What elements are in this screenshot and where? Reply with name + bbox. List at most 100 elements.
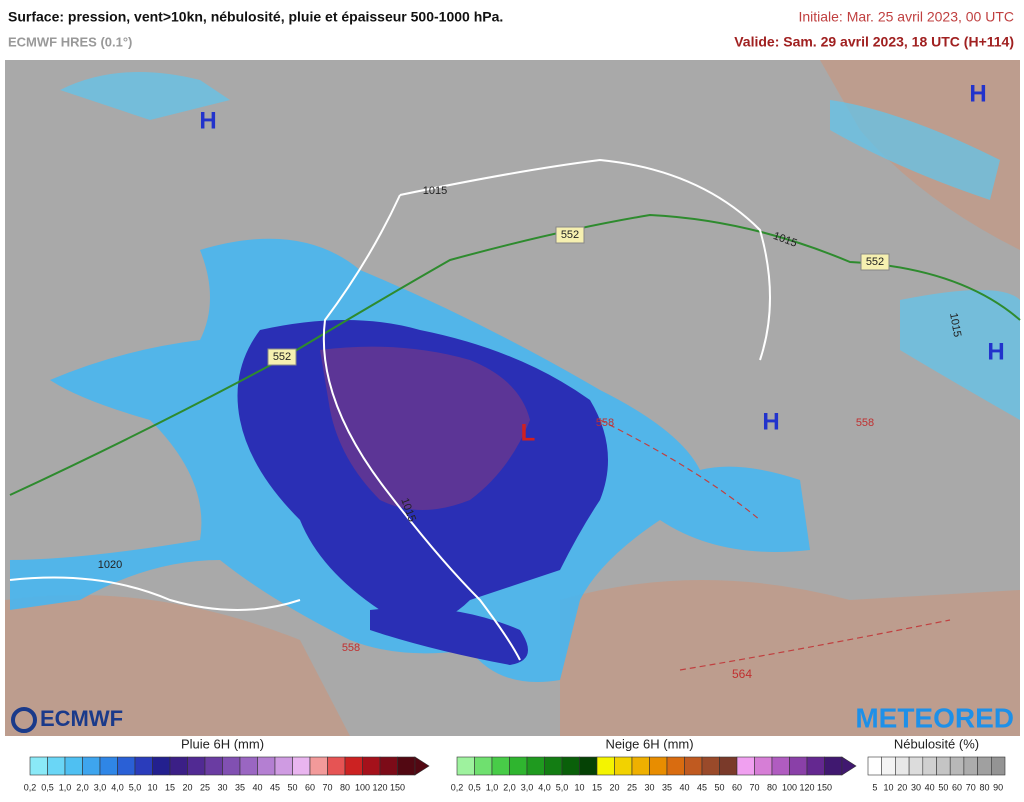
legend-swatch [736,756,755,776]
legend-label: 2,0 [76,782,89,792]
thickness-label: 552 [561,229,579,241]
legend-swatch [292,756,311,776]
legend-swatch [134,756,153,776]
thickness-label: 558 [856,417,874,429]
legend-swatch [895,756,910,776]
legend-swatch [990,756,1006,776]
legend-label: 50 [938,782,948,792]
isobar-label: 1015 [947,312,963,338]
legend-swatch [509,756,528,776]
legend-swatch [117,756,136,776]
legend-swatch [754,756,773,776]
legend-label: 20 [182,782,192,792]
legend-swatch [922,756,937,776]
title: Surface: pression, vent>10kn, nébulosité… [8,9,503,25]
legend-label: 40 [925,782,935,792]
legend-label: 50 [714,782,724,792]
legend-label: 30 [644,782,654,792]
legend-swatch [631,756,650,776]
legend-label: 0,2 [24,782,37,792]
legend-swatch [579,756,598,776]
initial-time: Initiale: Mar. 25 avril 2023, 00 UTC [798,9,1014,25]
isobar [9,158,771,661]
legend-label: 10 [147,782,157,792]
legend-swatch [309,756,328,776]
precip-light [60,72,1020,420]
legend-label: 60 [952,782,962,792]
legend-label: 50 [287,782,297,792]
legend-label: 15 [165,782,175,792]
legend-label: 40 [252,782,262,792]
legend-swatch [649,756,668,776]
legend-swatch [344,756,363,776]
thickness-label: 564 [732,667,752,681]
legend-label: 120 [372,782,387,792]
thickness-label: 558 [596,417,614,429]
legend-label: 10 [574,782,584,792]
legend-label: 30 [911,782,921,792]
legend-swatch [187,756,206,776]
legend-swatch [82,756,101,776]
legend-label: 3,0 [521,782,534,792]
legend-swatch [908,756,924,776]
legend-label: 15 [592,782,602,792]
legend-label: 30 [217,782,227,792]
legend-title: Neige 6H (mm) [605,736,693,751]
legend-swatch [771,756,790,776]
legend-label: 150 [390,782,405,792]
legend-swatch [47,756,66,776]
legend-label: 3,0 [94,782,107,792]
legend-swatch [719,756,738,776]
legend-swatch [152,756,171,776]
thickness-line [9,213,1021,496]
legend-swatch [806,756,825,776]
isobar-label: 1015 [423,185,447,197]
meteored-logo: METEORED [855,702,1014,733]
legend-swatch [362,756,381,776]
legend-label: 60 [732,782,742,792]
legend-swatch [474,756,493,776]
legend-swatch [491,756,510,776]
thickness-dashed [599,419,951,671]
high-center: H [969,80,986,107]
legend-label: 80 [979,782,989,792]
legend-label: 25 [627,782,637,792]
legend-label: 90 [993,782,1003,792]
legend-title: Nébulosité (%) [894,736,979,751]
legend-label: 4,0 [538,782,551,792]
thickness-box [267,348,297,366]
legend-swatch [274,756,293,776]
legend-label: 0,5 [468,782,481,792]
legend-swatch [561,756,580,776]
thickness-box [860,253,890,271]
legend-swatch [544,756,563,776]
legend-label: 80 [767,782,777,792]
legend-label: 5,0 [129,782,142,792]
legend-swatch [684,756,703,776]
legend-label: 0,5 [41,782,54,792]
legend-swatch [701,756,720,776]
legend-swatch [963,756,978,776]
legend-swatch [881,756,896,776]
thickness-label: 558 [342,642,360,654]
legend-label: 10 [884,782,894,792]
legend-label: 35 [662,782,672,792]
legend-swatch [824,756,843,776]
legend-swatch [169,756,188,776]
legend-label: 45 [270,782,280,792]
legend-swatch [977,756,992,776]
legend-label: 70 [322,782,332,792]
legend-arrow [841,756,857,776]
legend-swatch [867,756,882,776]
legend-swatch [949,756,965,776]
legend-label: 70 [749,782,759,792]
thickness-label: 552 [273,351,291,363]
legend-label: 70 [966,782,976,792]
legend-label: 20 [897,782,907,792]
legend-swatch [204,756,223,776]
legend-label: 20 [609,782,619,792]
legends: Pluie 6H (mm) 0,2 0,5 1,0 2,0 3,0 4,0 5,0 10 15 20… [24,736,1006,792]
legend-swatch [666,756,685,776]
legend-swatch [222,756,241,776]
